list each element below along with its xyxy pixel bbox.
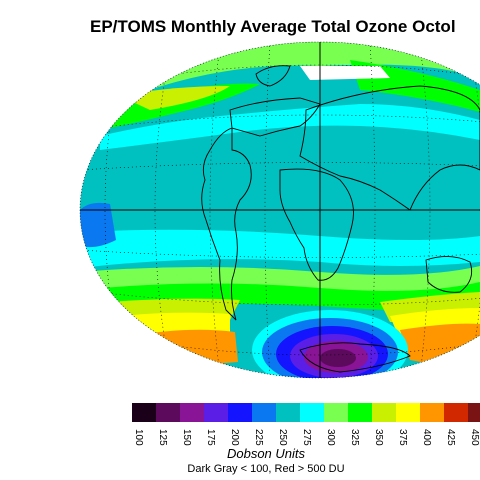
map-title: EP/TOMS Monthly Average Total Ozone Octo… [90, 17, 456, 36]
colorbar-tick-label: 450 [469, 429, 480, 446]
colorbar-swatch [204, 403, 228, 422]
colorbar-swatch [420, 403, 444, 422]
reference-lines [80, 42, 480, 378]
colorbar-swatch [348, 403, 372, 422]
coastlines [201, 65, 480, 373]
colorbar-swatch [396, 403, 420, 422]
colorbar-swatch [300, 403, 324, 422]
colorbar-swatch [276, 403, 300, 422]
colorbar-swatch [252, 403, 276, 422]
colorbar-swatch [324, 403, 348, 422]
colorbar-swatch [468, 403, 480, 422]
colorbar-swatch [228, 403, 252, 422]
colorbar-swatch [444, 403, 468, 422]
range-note: Dark Gray < 100, Red > 500 DU [187, 463, 345, 475]
colorbar-swatch [156, 403, 180, 422]
units-label: Dobson Units [226, 446, 306, 461]
colorbar-swatch [372, 403, 396, 422]
colorbar-swatch [132, 403, 156, 422]
globe-outline [79, 41, 480, 379]
colorbar-swatch [180, 403, 204, 422]
